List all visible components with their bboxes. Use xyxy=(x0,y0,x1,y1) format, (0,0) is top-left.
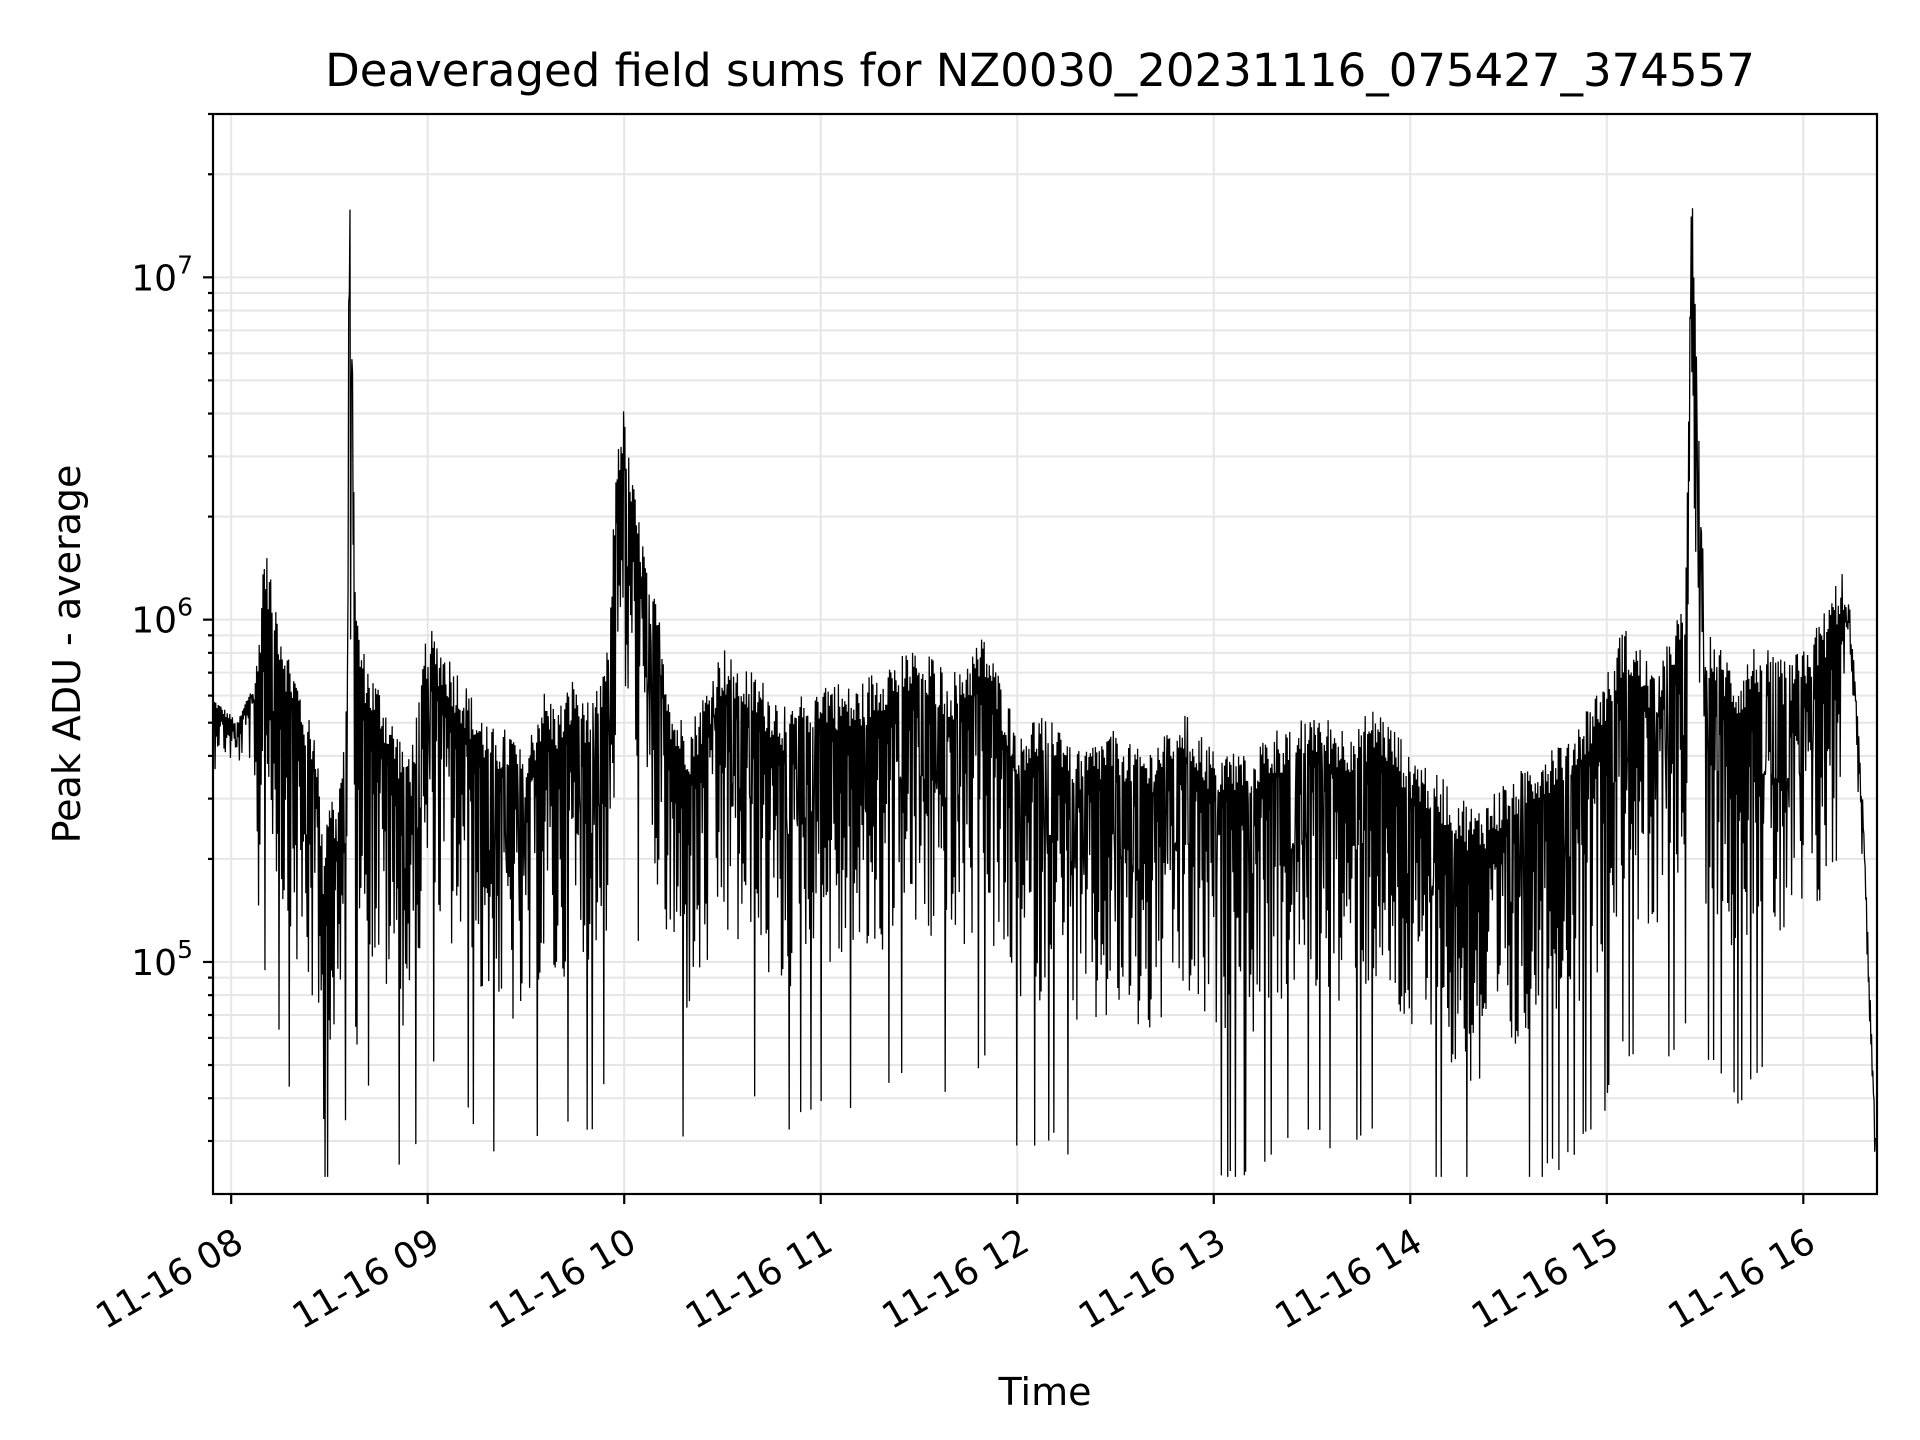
x-tick-label: 11-16 15 xyxy=(1465,1221,1626,1337)
x-tick-label: 11-16 16 xyxy=(1662,1221,1823,1337)
y-tick-label: 107 xyxy=(131,250,193,299)
y-axis: 105 106 107 xyxy=(131,112,213,1143)
y-axis-label: Peak ADU - average xyxy=(45,465,89,844)
series-line xyxy=(212,208,1877,1177)
x-tick-label: 11-16 08 xyxy=(89,1221,250,1337)
x-axis-label: Time xyxy=(998,1370,1092,1414)
y-tick-label: 105 xyxy=(131,935,193,984)
x-tick-label: 11-16 10 xyxy=(482,1221,643,1337)
x-tick-label: 11-16 09 xyxy=(286,1221,447,1337)
x-tick-label: 11-16 11 xyxy=(679,1221,840,1337)
x-tick-label: 11-16 13 xyxy=(1072,1221,1233,1337)
x-axis: 11-16 08 11-16 09 11-16 10 11-16 11 11-16 12… xyxy=(89,1194,1822,1338)
grid xyxy=(213,113,1877,1194)
y-tick-label: 106 xyxy=(131,593,193,642)
x-tick-label: 11-16 12 xyxy=(875,1221,1036,1337)
x-tick-label: 11-16 14 xyxy=(1269,1221,1430,1337)
chart-title: Deaveraged field sums for NZ0030_2023111… xyxy=(325,44,1755,97)
plot-frame xyxy=(211,112,1879,1196)
